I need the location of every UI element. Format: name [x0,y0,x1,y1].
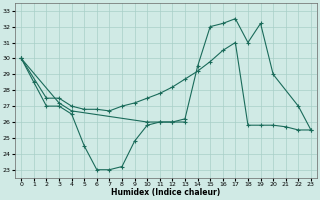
X-axis label: Humidex (Indice chaleur): Humidex (Indice chaleur) [111,188,221,197]
